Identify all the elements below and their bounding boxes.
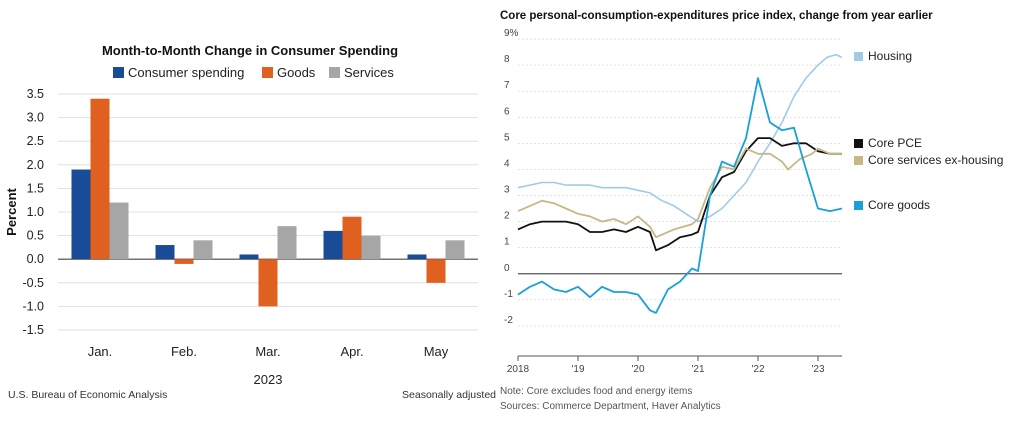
x-tick-label: Feb.: [171, 344, 197, 359]
line-chart-legend: Housing Core PCE Core services ex-housing C…: [854, 49, 1003, 212]
bar-services-mar: [277, 226, 297, 260]
y-tick-label: 1.5: [27, 181, 44, 195]
y-axis-label: Percent: [4, 187, 19, 235]
bar-services-feb: [193, 240, 213, 260]
legend-swatch: [262, 67, 273, 78]
y-tick-label: 1: [504, 237, 510, 248]
legend-swatch: [854, 156, 863, 165]
x-tick-label: Jan.: [88, 344, 113, 359]
bar-chart-bars: [71, 98, 465, 307]
seasonally-adjusted-note: Seasonally adjusted: [402, 389, 496, 401]
legend-label: Core PCE: [868, 136, 922, 150]
core-pce-line-chart: Core personal-consumption-expenditures p…: [496, 0, 1024, 416]
y-tick-label: 0.5: [27, 229, 44, 243]
y-tick-label: 0: [504, 263, 510, 274]
y-tick-label: -0.5: [22, 276, 44, 290]
line-core-goods: [517, 77, 843, 314]
y-tick-label: -1: [504, 289, 513, 300]
line-core-services-ex-housing: [517, 147, 842, 239]
x-tick-label: '19: [571, 364, 584, 375]
bar-chart-legend: Consumer spending Goods Services: [113, 65, 394, 80]
bar-goods-jan: [90, 98, 110, 260]
y-tick-label: 2.5: [27, 134, 44, 148]
x-tick-label: Mar.: [255, 344, 280, 359]
y-tick-label: 3.0: [27, 111, 44, 125]
bar-chart-y-ticks: 3.5 3.0 2.5 2.0 1.5 1.0 0.5 0.0 -0.5 -1.0 -1.5: [22, 87, 44, 337]
bar-consumer-spending-jan: [71, 169, 91, 260]
y-tick-label: 0.0: [27, 252, 44, 266]
x-axis-year-label: 2023: [254, 372, 283, 387]
sources-text: Sources: Commerce Department, Haver Anal…: [500, 401, 721, 412]
x-tick-label: May: [424, 344, 449, 359]
bar-consumer-spending-mar: [239, 254, 259, 260]
line-chart-title: Core personal-consumption-expenditures p…: [500, 10, 933, 22]
y-tick-label: 1.0: [27, 205, 44, 219]
legend-swatch: [854, 52, 863, 61]
x-tick-label: 2018: [507, 364, 530, 375]
y-tick-label: 3: [504, 185, 510, 196]
x-tick-label: '22: [751, 364, 764, 375]
legend-swatch: [854, 201, 863, 210]
legend-label: Housing: [868, 49, 912, 63]
y-tick-label: 7: [504, 80, 510, 91]
source-text: U.S. Bureau of Economic Analysis: [8, 389, 167, 401]
bar-services-apr: [361, 235, 381, 260]
legend-swatch: [854, 139, 863, 148]
line-housing: [517, 53, 843, 223]
bar-goods-may: [426, 259, 446, 283]
y-tick-label: 2.0: [27, 158, 44, 172]
bar-chart-title: Month-to-Month Change in Consumer Spendi…: [102, 43, 398, 58]
legend-swatch: [329, 67, 340, 78]
x-tick-label: '21: [691, 364, 704, 375]
y-tick-label: 6: [504, 106, 510, 117]
bar-services-may: [445, 240, 465, 260]
legend-label: Consumer spending: [128, 65, 244, 80]
y-tick-label: 5: [504, 132, 510, 143]
x-tick-label: '20: [631, 364, 644, 375]
bar-goods-mar: [258, 259, 278, 307]
legend-label: Goods: [277, 65, 316, 80]
legend-label: Core services ex-housing: [868, 153, 1003, 167]
bar-consumer-spending-feb: [155, 245, 175, 260]
bar-goods-apr: [342, 216, 362, 260]
bar-chart-svg: Month-to-Month Change in Consumer Spendi…: [4, 43, 496, 401]
bar-consumer-spending-may: [407, 254, 427, 260]
consumer-spending-bar-chart: Month-to-Month Change in Consumer Spendi…: [0, 0, 500, 416]
y-tick-label: 4: [504, 158, 510, 169]
line-chart-series: [517, 53, 843, 314]
bar-chart-x-ticks: Jan. Feb. Mar. Apr. May: [88, 344, 449, 359]
y-tick-label: -1.5: [22, 323, 44, 337]
x-tick-label: '23: [811, 364, 824, 375]
legend-label: Core goods: [868, 198, 930, 212]
y-tick-label: -1.0: [22, 299, 44, 313]
line-chart-gridlines: [518, 38, 842, 327]
y-tick-label: 3.5: [27, 87, 44, 101]
bar-services-jan: [109, 202, 129, 260]
bar-goods-feb: [174, 259, 194, 264]
line-core-pce: [517, 137, 842, 252]
note-text: Note: Core excludes food and energy item…: [500, 386, 692, 397]
y-tick-label: 9%: [504, 28, 519, 39]
line-chart-svg: Core personal-consumption-expenditures p…: [500, 10, 1003, 412]
x-tick-label: Apr.: [340, 344, 363, 359]
legend-label: Services: [344, 65, 394, 80]
legend-swatch: [113, 67, 124, 78]
bar-consumer-spending-apr: [323, 230, 343, 260]
line-chart-y-ticks: 9% 8 7 6 5 4 3 2 1 0 -1 -2: [504, 28, 519, 326]
line-chart-x-ticks: 2018 '19 '20 '21 '22 '23: [507, 355, 842, 375]
y-tick-label: 2: [504, 211, 510, 222]
y-tick-label: 8: [504, 54, 510, 65]
y-tick-label: -2: [504, 315, 513, 326]
